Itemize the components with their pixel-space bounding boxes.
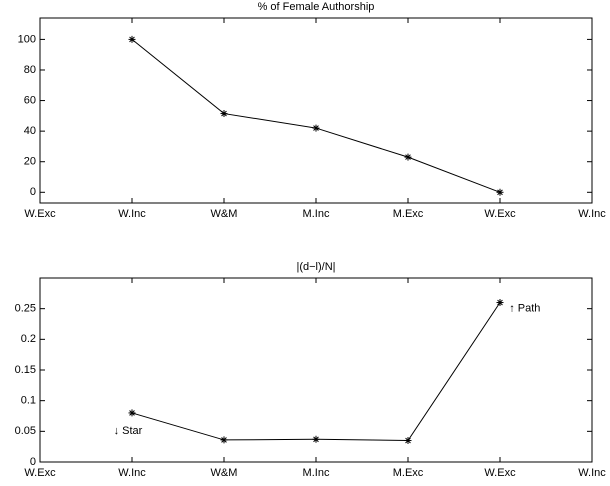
- y-tick-label: 0: [30, 456, 36, 468]
- annotation: ↓ Star: [114, 425, 143, 437]
- x-tick-label: W.Inc: [118, 467, 146, 479]
- marker-stroke: [129, 410, 135, 416]
- marker-stroke: [129, 36, 135, 43]
- x-tick-label: W.Inc: [578, 467, 606, 479]
- plot-frame: [39, 17, 593, 204]
- x-tick-label: W.Exc: [24, 467, 56, 479]
- x-tick-label: W.Inc: [118, 208, 146, 220]
- marker-stroke: [313, 125, 319, 131]
- y-tick-label: 0.05: [15, 425, 36, 437]
- marker-stroke: [313, 436, 319, 443]
- marker: [404, 437, 412, 445]
- series-line: [131, 302, 501, 442]
- x-tick-label: M.Exc: [393, 467, 424, 479]
- y-tick-label: 20: [24, 156, 36, 168]
- marker: [220, 110, 228, 118]
- marker-stroke: [405, 154, 411, 160]
- x-tick-label: W&M: [211, 208, 238, 220]
- marker-stroke: [497, 299, 503, 306]
- chart-title: |(d−l)/N|: [296, 261, 335, 273]
- y-tick-label: 0.2: [21, 333, 36, 345]
- marker-stroke: [497, 189, 503, 196]
- marker: [128, 35, 136, 43]
- y-tick-label: 0: [30, 186, 36, 198]
- x-tick-label: M.Inc: [303, 208, 330, 220]
- x-tick-label: W&M: [211, 467, 238, 479]
- marker: [496, 299, 504, 307]
- x-tick-label: W.Exc: [24, 208, 56, 220]
- y-tick-label: 0.15: [15, 364, 36, 376]
- marker-stroke: [405, 437, 411, 444]
- y-tick-label: 0.25: [15, 303, 36, 315]
- marker-stroke: [221, 110, 227, 117]
- y-tick-label: 100: [18, 33, 36, 45]
- x-tick-label: M.Inc: [303, 467, 330, 479]
- marker: [312, 435, 320, 443]
- x-tick-label: M.Exc: [393, 208, 424, 220]
- series-line: [131, 39, 501, 193]
- y-tick-label: 80: [24, 64, 36, 76]
- marker-stroke: [221, 437, 227, 443]
- annotation: ↑ Path: [509, 303, 540, 315]
- marker: [404, 153, 412, 161]
- marker: [128, 409, 136, 417]
- marker: [220, 436, 228, 444]
- y-tick-label: 0.1: [21, 395, 36, 407]
- y-tick-label: 60: [24, 94, 36, 106]
- chart-title: % of Female Authorship: [258, 1, 375, 13]
- x-tick-label: W.Inc: [578, 208, 606, 220]
- marker: [496, 188, 504, 196]
- x-tick-label: W.Exc: [484, 208, 516, 220]
- y-tick-label: 40: [24, 125, 36, 137]
- marker: [312, 124, 320, 132]
- x-tick-label: W.Exc: [484, 467, 516, 479]
